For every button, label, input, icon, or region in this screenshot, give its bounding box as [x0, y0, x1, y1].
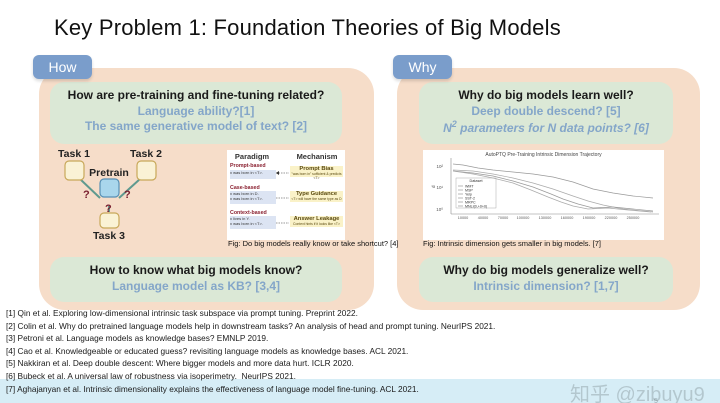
svg-text:190000: 190000: [583, 216, 596, 220]
svg-text:10²: 10²: [436, 164, 443, 169]
svg-text:Task 3: Task 3: [93, 230, 125, 242]
svg-text:10¹: 10¹: [436, 185, 443, 190]
svg-text:40000: 40000: [478, 216, 489, 220]
svg-text:160000: 160000: [561, 216, 574, 220]
svg-text:10⁰: 10⁰: [436, 207, 443, 212]
svg-text:130000: 130000: [539, 216, 552, 220]
svg-text:100000: 100000: [517, 216, 530, 220]
svg-text:250000: 250000: [627, 216, 640, 220]
svg-text:70000: 70000: [498, 216, 509, 220]
svg-text:d: d: [431, 185, 436, 188]
svg-text:?: ?: [124, 189, 131, 201]
svg-text:MNLI(0,+0+0): MNLI(0,+0+0): [465, 205, 487, 209]
svg-text:?: ?: [83, 189, 90, 201]
svg-text:Task 1: Task 1: [58, 148, 90, 160]
svg-text:10000: 10000: [458, 216, 469, 220]
svg-text:Task 2: Task 2: [130, 148, 162, 160]
svg-text:220000: 220000: [605, 216, 618, 220]
svg-text:Pretrain: Pretrain: [89, 167, 129, 179]
svg-text:Dataset: Dataset: [469, 179, 483, 183]
